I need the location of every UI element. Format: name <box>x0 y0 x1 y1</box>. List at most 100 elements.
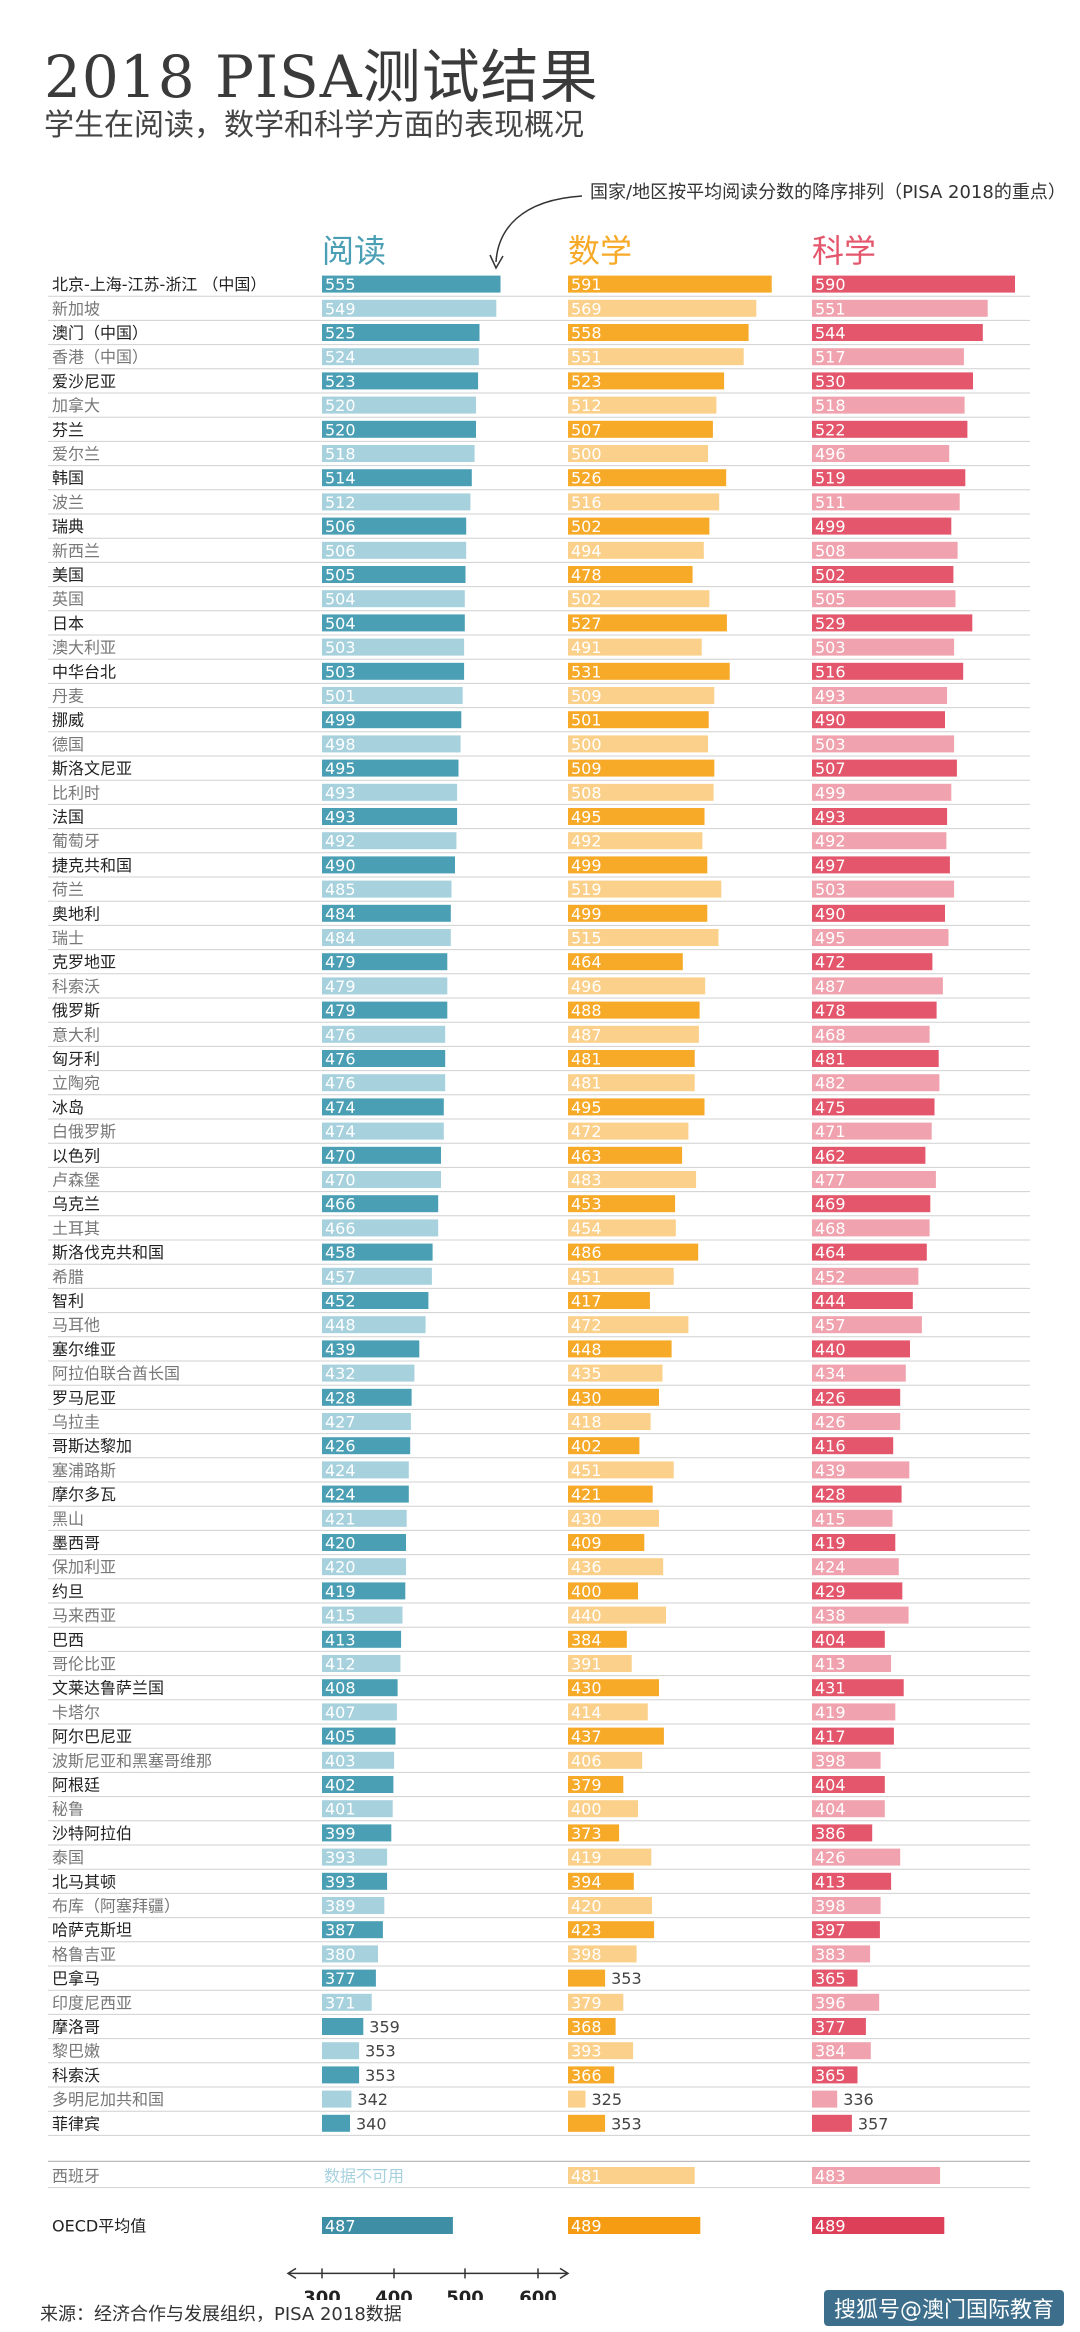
science-bar <box>812 1461 910 1479</box>
science-bar <box>812 1122 932 1140</box>
reading-value-label: 389 <box>325 1897 356 1916</box>
science-bar <box>812 590 956 608</box>
country-label: 卢森堡 <box>52 1171 100 1190</box>
science-bar <box>812 880 955 898</box>
reading-bar <box>322 2066 360 2084</box>
reading-value-label: 380 <box>325 1945 356 1964</box>
science-bar <box>812 1534 896 1551</box>
math-value-label: 495 <box>571 1098 602 1117</box>
country-label: 日本 <box>52 614 84 633</box>
math-bar <box>568 1509 659 1527</box>
country-label: 罗马尼亚 <box>52 1388 116 1407</box>
country-label: 多明尼加共和国 <box>52 2090 164 2109</box>
math-value-label: 512 <box>571 396 602 415</box>
reading-value-label: 405 <box>325 1727 356 1746</box>
math-bar <box>568 420 713 438</box>
math-bar <box>568 1993 624 2011</box>
country-label: 新加坡 <box>52 299 100 318</box>
science-bar <box>812 541 958 559</box>
science-bar <box>812 1558 899 1576</box>
science-value-label: 419 <box>815 1703 846 1722</box>
science-value-label: 383 <box>815 1945 846 1964</box>
reading-value-label: 403 <box>325 1751 356 1770</box>
reading-value-label: 505 <box>325 566 356 585</box>
country-label: 葡萄牙 <box>52 832 100 851</box>
science-bar <box>812 2167 941 2184</box>
reading-bar <box>322 1703 397 1721</box>
math-value-label: 430 <box>571 1509 602 1528</box>
math-bar <box>568 1679 659 1697</box>
reading-value-label: 549 <box>325 299 356 318</box>
math-bar <box>568 1727 664 1745</box>
country-label: 格鲁吉亚 <box>52 1945 116 1964</box>
math-value-label: 402 <box>571 1437 602 1456</box>
reading-bar <box>322 1292 429 1309</box>
country-label: 希腊 <box>52 1267 84 1286</box>
reading-value-label: 506 <box>325 541 356 560</box>
oecd-reading-bar <box>322 2217 453 2234</box>
x-axis-right-arrow <box>559 2267 570 2280</box>
math-bar <box>568 977 706 995</box>
math-value-label: 502 <box>571 517 602 536</box>
country-label: 保加利亚 <box>52 1558 116 1577</box>
country-label: 哥伦比亚 <box>52 1655 116 1674</box>
math-value-label: 420 <box>571 1897 602 1916</box>
math-bar <box>568 1316 689 1334</box>
science-bar <box>812 396 965 414</box>
reading-bar <box>322 2018 364 2035</box>
science-value-label: 499 <box>815 517 846 536</box>
oecd-math-value-label: 489 <box>571 2217 602 2236</box>
science-bar <box>812 783 952 801</box>
country-label: 哥斯达黎加 <box>52 1437 132 1456</box>
science-bar <box>812 275 1015 293</box>
reading-value-label: 393 <box>325 1848 356 1867</box>
science-value-label: 398 <box>815 1751 846 1770</box>
reading-bar <box>322 1800 393 1818</box>
science-bar <box>812 1025 930 1043</box>
math-value-label: 453 <box>571 1195 602 1214</box>
reading-bar <box>322 904 451 922</box>
x-axis-tick-label: 300 <box>303 2287 341 2300</box>
reading-bar <box>322 977 448 995</box>
science-bar <box>812 493 960 511</box>
math-bar <box>568 1897 652 1914</box>
reading-value-label: 520 <box>325 396 356 415</box>
math-bar <box>568 1582 638 1600</box>
science-bar <box>812 2090 838 2108</box>
math-value-label: 325 <box>592 2090 623 2109</box>
country-label: 沙特阿拉伯 <box>52 1824 132 1843</box>
science-value-label: 508 <box>815 541 846 560</box>
math-bar <box>568 1703 648 1721</box>
math-bar <box>568 1388 659 1406</box>
science-value-label: 493 <box>815 808 846 827</box>
math-value-label: 393 <box>571 2042 602 2061</box>
country-label: 泰国 <box>52 1848 84 1867</box>
science-bar <box>812 808 948 825</box>
science-value-label: 503 <box>815 880 846 899</box>
reading-bar <box>322 299 497 317</box>
math-bar <box>568 1074 695 1092</box>
science-value-label: 481 <box>815 1050 846 1069</box>
science-value-label: 502 <box>815 566 846 585</box>
math-bar <box>568 2042 634 2060</box>
reading-bar <box>322 687 463 704</box>
math-bar <box>568 1267 674 1285</box>
math-value-label: 487 <box>571 1025 602 1044</box>
reading-value-label: 342 <box>357 2090 388 2109</box>
reading-bar <box>322 1074 446 1092</box>
math-bar <box>568 1558 664 1576</box>
country-label: 克罗地亚 <box>52 953 116 972</box>
reading-bar <box>322 566 466 583</box>
reading-bar <box>322 783 458 801</box>
science-bar <box>812 469 966 487</box>
reading-value-label: 476 <box>325 1050 356 1069</box>
reading-bar <box>322 1340 420 1358</box>
science-value-label: 468 <box>815 1025 846 1044</box>
math-bar <box>568 445 708 462</box>
science-bar <box>812 759 957 777</box>
science-value-label: 404 <box>815 1630 846 1649</box>
country-label: 波斯尼亚和黑塞哥维那 <box>52 1751 212 1770</box>
reading-bar <box>322 469 472 487</box>
reading-bar <box>322 324 480 341</box>
science-bar <box>812 1872 892 1890</box>
